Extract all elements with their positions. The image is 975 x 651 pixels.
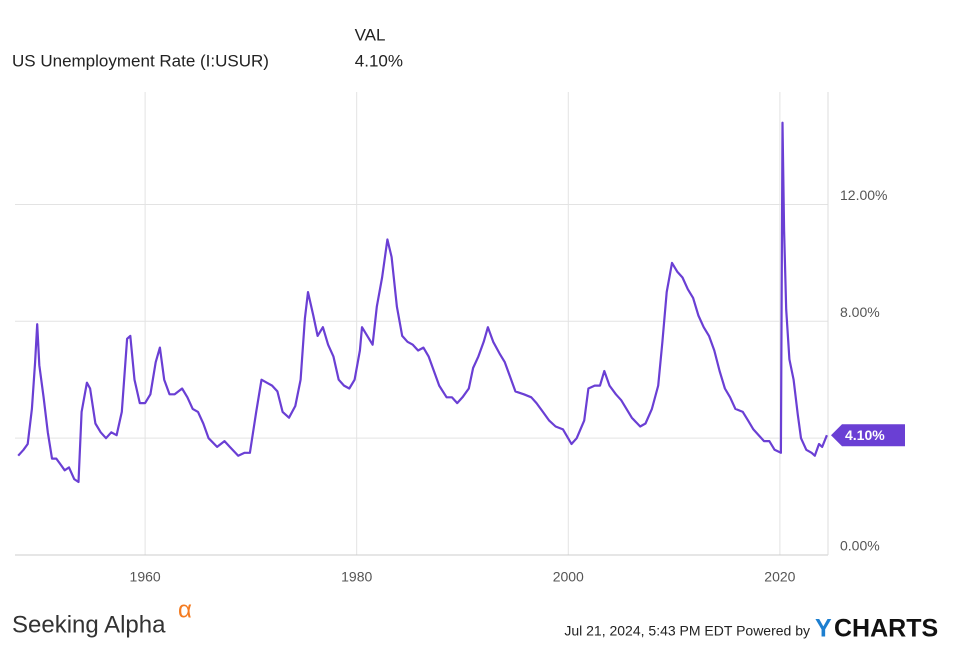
line — [17, 121, 828, 484]
y-tick-label: 12.00% — [840, 187, 887, 203]
y-tick-label: 8.00% — [840, 304, 880, 320]
series-value: 4.10% — [355, 51, 403, 70]
x-tick-label: 1980 — [341, 569, 372, 585]
series-name: US Unemployment Rate (I:USUR) — [12, 51, 269, 70]
x-tick-label: 1960 — [130, 569, 161, 585]
column-header: VAL — [355, 25, 386, 44]
timestamp: Jul 21, 2024, 5:43 PM EDT Powered by — [564, 623, 810, 639]
brand: Seeking Alpha — [12, 611, 166, 638]
brand-mark: α — [178, 596, 192, 623]
last-value-badge — [831, 424, 905, 447]
x-tick-label: 2020 — [764, 569, 795, 585]
logo-y: Y — [815, 615, 832, 643]
y-tick-label: 0.00% — [840, 538, 880, 554]
logo-rest: CHARTS — [834, 615, 938, 643]
last-value-label: 4.10% — [845, 427, 885, 443]
x-tick-label: 2000 — [553, 569, 584, 585]
